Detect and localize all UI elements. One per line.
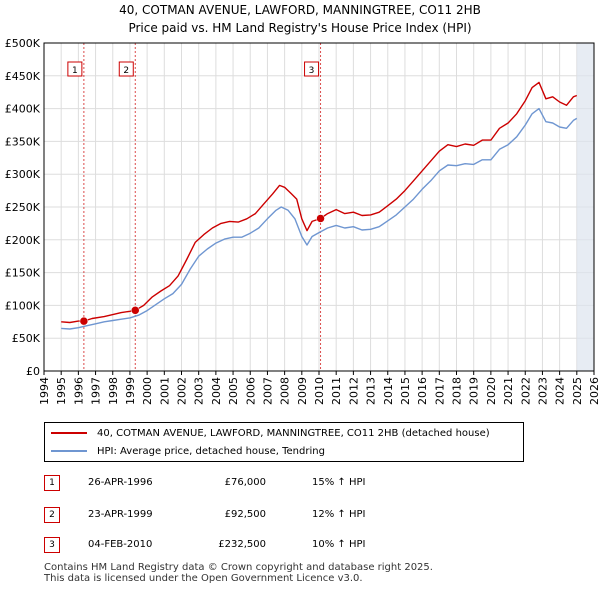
legend-label-property: 40, COTMAN AVENUE, LAWFORD, MANNINGTREE,… (97, 428, 490, 439)
y-tick-label: £300K (5, 168, 41, 181)
y-tick-label: £100K (5, 299, 41, 312)
x-tick-label: 2013 (365, 377, 378, 405)
x-tick-label: 2005 (227, 377, 240, 405)
legend-item-property: 40, COTMAN AVENUE, LAWFORD, MANNINGTREE,… (51, 426, 490, 442)
chart-subtitle: Price paid vs. HM Land Registry's House … (128, 21, 472, 35)
sale-number-label: 1 (72, 66, 78, 76)
hpi-line (61, 107, 578, 330)
chart-title: 40, COTMAN AVENUE, LAWFORD, MANNINGTREE,… (119, 3, 481, 17)
sale-number-label: 3 (309, 66, 315, 76)
y-tick-label: £0 (26, 365, 40, 378)
series-lines (61, 81, 578, 330)
y-tick-label: £400K (5, 103, 41, 116)
sale-price: £232,500 (218, 539, 266, 550)
sale-number-box (67, 61, 83, 77)
x-tick-label: 1998 (107, 377, 120, 405)
sale-point (131, 306, 140, 315)
x-tick-label: 2001 (158, 377, 171, 405)
grid (43, 42, 595, 372)
x-tick-label: 2009 (296, 377, 309, 405)
x-tick-label: 2003 (193, 377, 206, 405)
x-tick-label: 2014 (382, 377, 395, 405)
sale-point (316, 214, 325, 223)
sale-markers: 1 2 3 (67, 61, 325, 326)
sale-point (79, 316, 89, 326)
y-tick-label: £150K (5, 267, 41, 280)
x-tick-label: 2022 (519, 377, 532, 405)
sale-number-label: 2 (123, 66, 129, 76)
x-tick-label: 1999 (124, 377, 137, 405)
plot-frame (43, 42, 595, 372)
x-tick-label: 2017 (433, 377, 446, 405)
x-tick-label: 2020 (485, 377, 498, 405)
x-tick-label: 2016 (416, 377, 429, 405)
sale-number-box (118, 61, 134, 77)
x-tick-label: 2004 (210, 377, 223, 405)
x-tick-label: 2006 (244, 377, 257, 405)
x-tick-label: 2019 (468, 377, 481, 405)
legend-item-hpi: HPI: Average price, detached house, Tend… (51, 444, 325, 460)
x-tick-label: 2008 (279, 377, 292, 405)
y-tick-label: £200K (5, 234, 41, 247)
sale-date: 26-APR-1996 (88, 477, 153, 488)
footer-licence: This data is licensed under the Open Gov… (44, 573, 363, 584)
sale-hpi-diff: 12% ↑ HPI (312, 509, 366, 520)
sale-hpi-diff: 10% ↑ HPI (312, 539, 366, 550)
sale-number-badge: 3 (44, 537, 60, 553)
legend-label-hpi: HPI: Average price, detached house, Tend… (97, 446, 325, 457)
x-tick-label: 2023 (536, 377, 549, 405)
legend-swatch-hpi (51, 450, 87, 452)
x-tick-label: 2015 (399, 377, 412, 405)
y-tick-label: £450K (5, 70, 41, 83)
legend: 40, COTMAN AVENUE, LAWFORD, MANNINGTREE,… (44, 422, 524, 462)
x-tick-label: 2024 (554, 377, 567, 405)
y-tick-label: £500K (5, 37, 41, 50)
x-tick-label: 2010 (313, 377, 326, 405)
x-tick-label: 2011 (330, 377, 343, 405)
sale-hpi-diff: 15% ↑ HPI (312, 477, 366, 488)
y-tick-label: £350K (5, 135, 41, 148)
sale-price: £92,500 (224, 509, 266, 520)
x-tick-label: 2018 (451, 377, 464, 405)
sale-price: £76,000 (224, 477, 266, 488)
x-tick-label: 2012 (347, 377, 360, 405)
x-tick-label: 2026 (588, 377, 600, 405)
x-tick-label: 1995 (55, 377, 68, 405)
sale-number-badge: 1 (44, 475, 60, 491)
future-region (576, 43, 594, 371)
x-tick-label: 1996 (72, 377, 85, 405)
y-tick-label: £50K (12, 332, 41, 345)
price-chart: £0 £50K £100K £150K £200K £250K £300K £350K £400… (5, 37, 600, 405)
axes: £0 £50K £100K £150K £200K £250K £300K £350K £400… (5, 37, 600, 405)
property-price-line (61, 81, 578, 324)
footer-copyright: Contains HM Land Registry data © Crown c… (44, 562, 433, 573)
sale-date: 23-APR-1999 (88, 509, 153, 520)
x-tick-label: 2025 (571, 377, 584, 405)
sale-date: 04-FEB-2010 (88, 539, 153, 550)
y-tick-label: £250K (5, 201, 41, 214)
x-tick-label: 2002 (176, 377, 189, 405)
legend-swatch-property (51, 432, 87, 434)
sale-number-box (304, 61, 320, 77)
x-tick-label: 2007 (261, 377, 274, 405)
x-tick-label: 2021 (502, 377, 515, 405)
x-tick-label: 1994 (38, 377, 51, 405)
future-shade (576, 43, 594, 371)
x-tick-label: 2000 (141, 377, 154, 405)
sale-number-badge: 2 (44, 507, 60, 523)
x-tick-label: 1997 (90, 377, 103, 405)
